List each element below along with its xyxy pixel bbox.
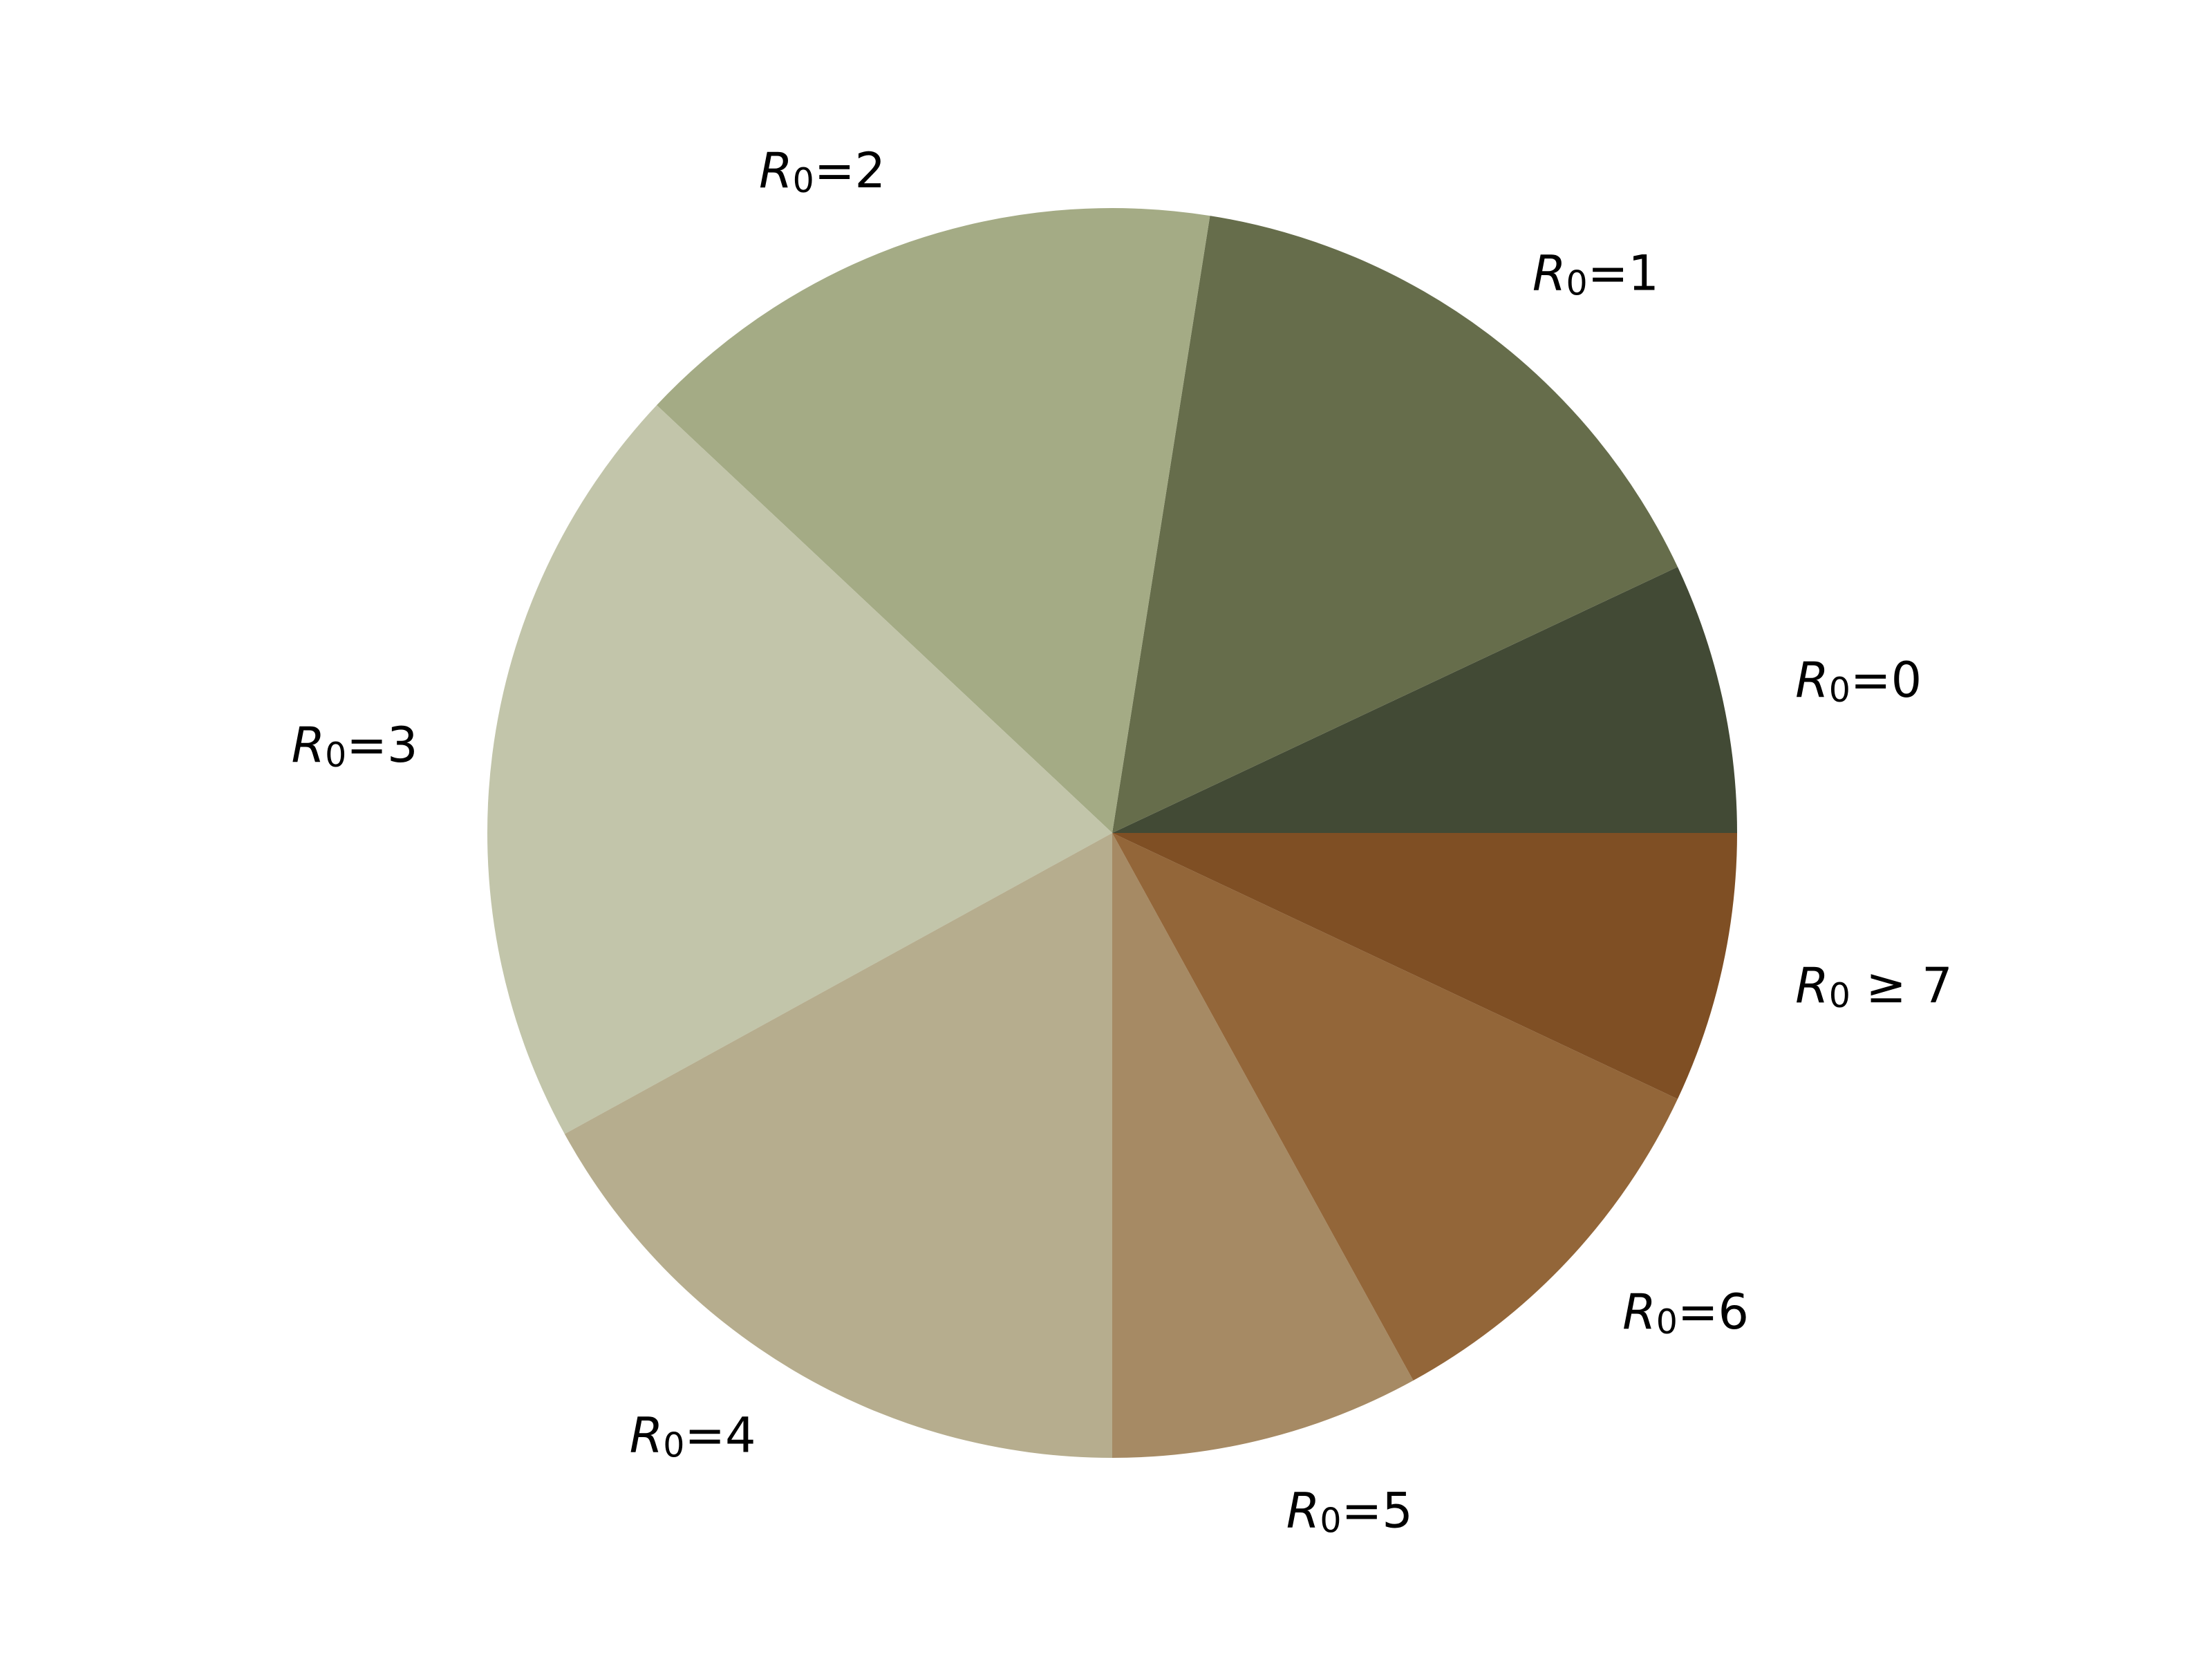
pie-label-5: R0=5 [1286, 1483, 1413, 1541]
pie-label-4: R0=4 [630, 1407, 756, 1465]
pie-slice-2 [657, 208, 1210, 834]
pie-slices [487, 208, 1737, 1458]
pie-label-2: R0=2 [759, 142, 885, 200]
pie-label-subscript: 0 [1566, 263, 1588, 303]
pie-label-subscript: 0 [663, 1425, 684, 1465]
pie-slice-4 [564, 833, 1112, 1458]
pie-label-symbol: R [759, 142, 793, 199]
pie-slice-5 [1112, 833, 1414, 1458]
pie-label-symbol: R [1795, 652, 1829, 709]
pie-label-7: R0 ≥ 7 [1795, 957, 1953, 1015]
pie-label-symbol: R [1286, 1483, 1320, 1539]
pie-label-value: =4 [684, 1407, 756, 1463]
pie-label-value: =0 [1850, 652, 1922, 709]
pie-slice-7 [1112, 833, 1737, 1099]
pie-label-subscript: 0 [1656, 1302, 1678, 1342]
pie-label-value: =1 [1588, 245, 1659, 301]
pie-slice-6 [1112, 833, 1678, 1381]
pie-label-symbol: R [291, 717, 325, 774]
pie-label-symbol: R [1795, 957, 1829, 1014]
pie-labels: R0=0R0=1R0=2R0=3R0=4R0=5R0=6R0 ≥ 7 [291, 142, 1952, 1540]
pie-label-symbol: R [1622, 1284, 1656, 1340]
pie-label-subscript: 0 [1829, 975, 1850, 1015]
pie-slice-3 [487, 405, 1112, 1134]
pie-label-value: ≥ 7 [1850, 957, 1953, 1014]
pie-label-1: R0=1 [1533, 245, 1659, 303]
pie-label-subscript: 0 [793, 161, 814, 200]
pie-label-value: =6 [1678, 1284, 1749, 1340]
pie-label-3: R0=3 [291, 717, 418, 775]
pie-label-subscript: 0 [1829, 671, 1850, 710]
pie-label-value: =5 [1342, 1483, 1413, 1539]
pie-label-subscript: 0 [1320, 1501, 1341, 1540]
pie-label-symbol: R [630, 1407, 664, 1463]
pie-slice-0 [1112, 567, 1737, 833]
pie-label-symbol: R [1533, 245, 1566, 301]
pie-label-0: R0=0 [1795, 652, 1922, 709]
pie-label-value: =3 [346, 717, 418, 774]
pie-label-6: R0=6 [1622, 1284, 1749, 1342]
pie-label-value: =2 [814, 142, 885, 199]
pie-slice-1 [1112, 216, 1678, 833]
pie-label-subscript: 0 [325, 735, 346, 775]
